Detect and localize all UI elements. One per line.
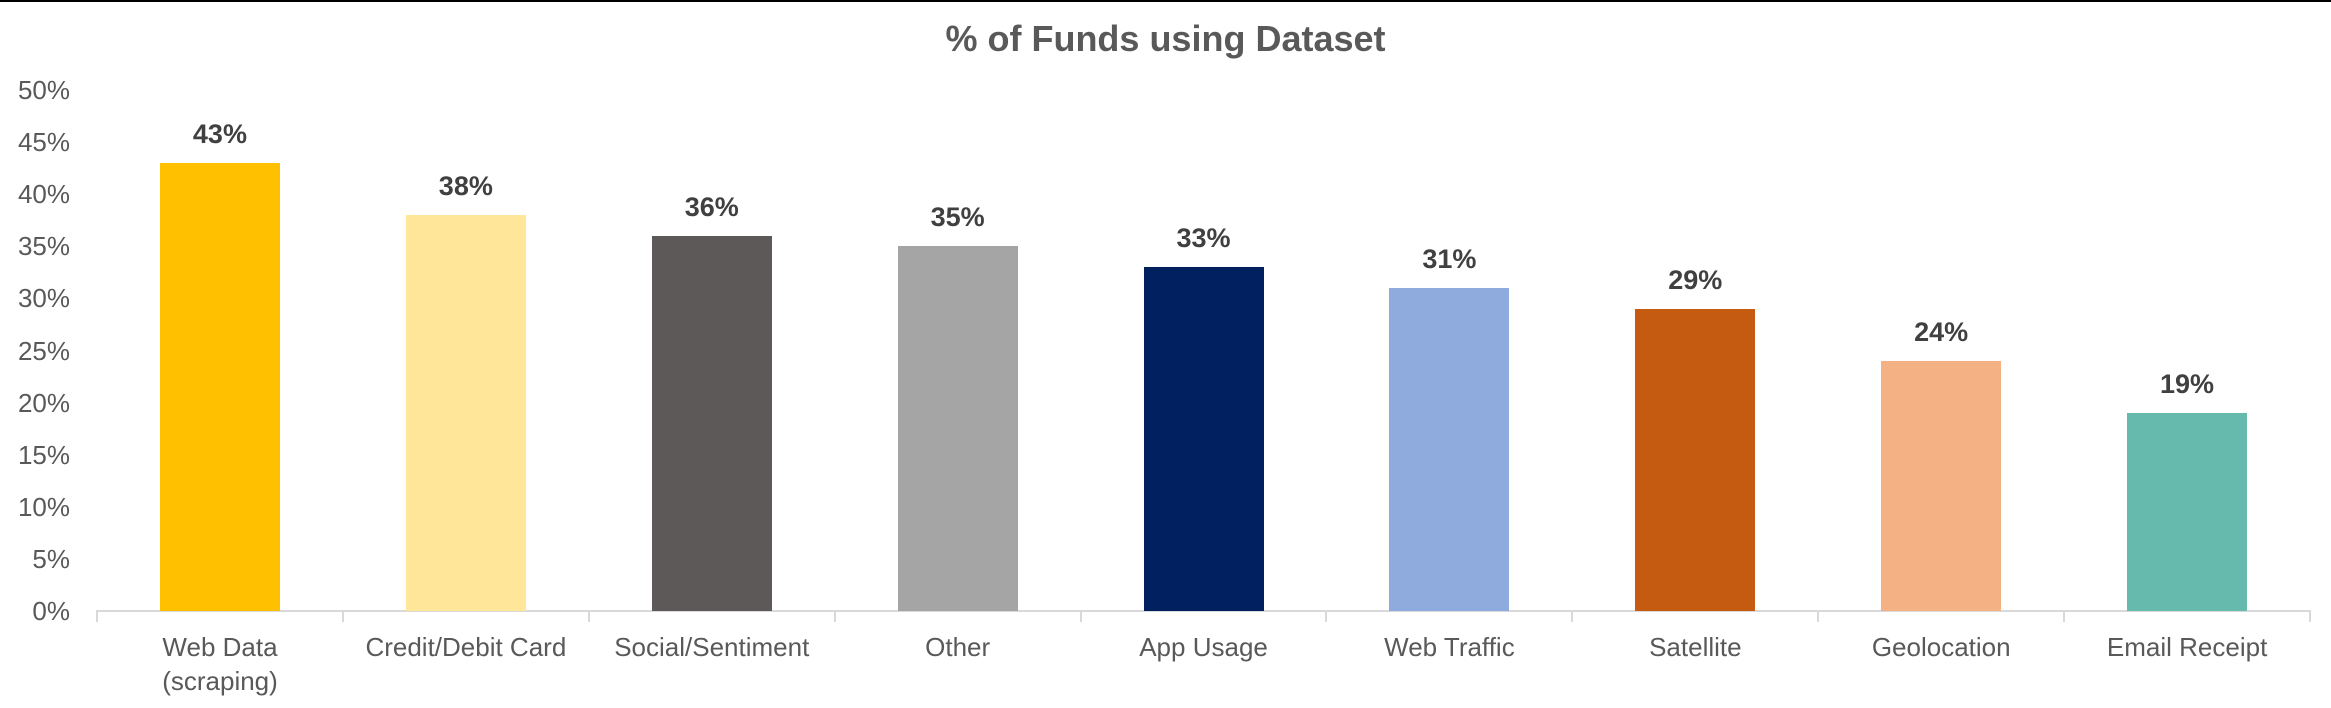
data-label: 31% (1422, 243, 1477, 274)
bar (1389, 287, 1510, 611)
x-tick-mark (341, 610, 344, 622)
y-tick-label: 45% (17, 127, 70, 158)
x-tick-mark (2309, 610, 2311, 622)
y-tick-label: 40% (17, 179, 70, 210)
bar (405, 215, 526, 611)
y-tick-label: 25% (17, 335, 70, 366)
x-category-label: App Usage (1139, 632, 1268, 662)
x-tick-mark (833, 610, 836, 622)
bar (159, 162, 280, 611)
y-tick-label: 10% (17, 491, 70, 522)
bar (1635, 308, 1756, 611)
x-tick-mark (2063, 610, 2066, 622)
x-tick-mark (1325, 610, 1328, 622)
x-tick-mark (96, 610, 98, 622)
x-axis-line (97, 610, 2310, 612)
y-tick-label: 0% (32, 596, 70, 626)
data-label: 43% (192, 118, 247, 149)
y-tick-label: 35% (17, 231, 70, 262)
bar (2127, 413, 2248, 611)
x-tick-mark (1571, 610, 1574, 622)
x-tick-mark (587, 610, 590, 622)
data-label: 24% (1914, 316, 1969, 347)
x-category-label: Email Receipt (2106, 632, 2268, 662)
data-label: 38% (438, 171, 493, 202)
data-label: 33% (1176, 223, 1231, 254)
chart-title: % of Funds using Dataset (945, 18, 1386, 59)
data-label: 35% (930, 202, 985, 233)
y-tick-label: 5% (32, 543, 70, 574)
x-tick-mark (1079, 610, 1082, 622)
bar (897, 246, 1018, 611)
y-tick-label: 20% (17, 387, 70, 418)
x-category-label: Social/Sentiment (614, 632, 810, 662)
bar (1143, 267, 1264, 611)
x-category-label: Satellite (1649, 632, 1742, 662)
x-category-label: Geolocation (1871, 632, 2011, 662)
x-category-label: Other (925, 632, 991, 662)
data-label: 19% (2160, 369, 2215, 400)
bar (1881, 360, 2002, 611)
x-category-label: Web Traffic (1384, 632, 1515, 662)
data-label: 29% (1668, 264, 1723, 295)
x-category-label: Credit/Debit Card (365, 632, 567, 662)
y-tick-label: 15% (17, 439, 70, 470)
bar (651, 235, 772, 611)
x-tick-mark (1817, 610, 1820, 622)
x-category-label: Web Data (scraping) (162, 632, 278, 696)
data-label: 36% (684, 191, 739, 222)
y-tick-label: 30% (17, 283, 70, 314)
top-border (0, 0, 2331, 2)
y-tick-label: 50% (17, 75, 70, 105)
